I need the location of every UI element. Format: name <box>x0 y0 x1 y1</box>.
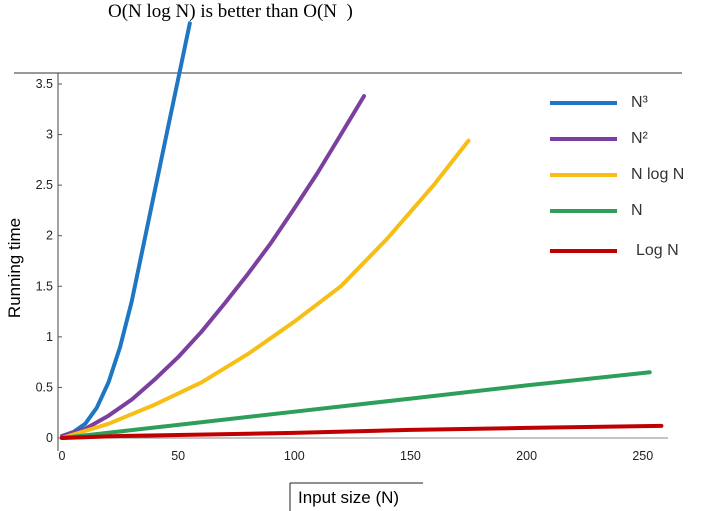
y-tick-label: 0 <box>46 431 53 445</box>
series-line-4 <box>60 423 664 440</box>
x-tick-label: 250 <box>632 449 653 463</box>
series-lines <box>60 21 664 440</box>
y-tick-label: 2 <box>46 229 53 243</box>
y-tick-label: 3 <box>46 128 53 142</box>
series-line-0 <box>60 21 192 438</box>
legend-label: N log N <box>631 166 684 183</box>
x-tick-label: 200 <box>516 449 537 463</box>
legend-label: N² <box>631 130 649 147</box>
y-tick-label: 0.5 <box>36 380 53 394</box>
series-line-1 <box>60 94 366 438</box>
legend: N³ N² N log N N Log N <box>550 94 684 259</box>
x-tick-label: 0 <box>59 449 66 463</box>
y-tick-label: 2.5 <box>36 178 53 192</box>
legend-label: N <box>631 202 643 219</box>
y-tick-label: 1 <box>46 330 53 344</box>
x-tick-label: 150 <box>400 449 421 463</box>
legend-label: N³ <box>631 94 649 111</box>
x-tick-label: 50 <box>171 449 185 463</box>
y-tick-label: 3.5 <box>36 77 53 91</box>
series-line-3 <box>60 370 652 440</box>
y-axis-label: Running time <box>5 218 24 318</box>
x-axis-ticks: 0 50 100 150 200 250 <box>59 449 654 463</box>
y-axis-ticks: 0 0.5 1 1.5 2 2.5 3 3.5 <box>36 77 62 445</box>
x-tick-label: 100 <box>284 449 305 463</box>
legend-label: Log N <box>636 242 679 259</box>
x-axis-label: Input size (N) <box>298 488 399 507</box>
series-line-2 <box>60 138 471 440</box>
chart-title: O(N log N) is better than O(N ) <box>108 1 353 22</box>
y-tick-label: 1.5 <box>36 279 53 293</box>
